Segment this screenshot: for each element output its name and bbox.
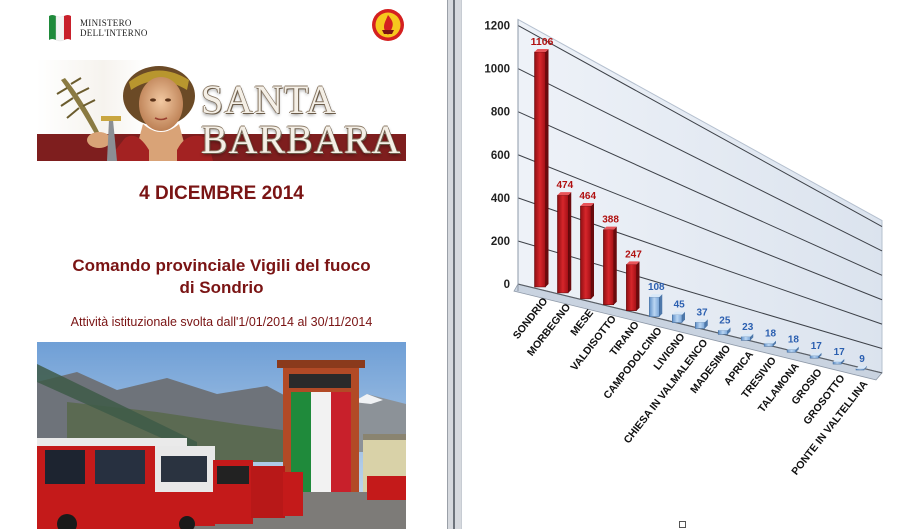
bar-top	[695, 319, 708, 323]
fire-station-photo-icon	[37, 342, 406, 529]
y-tick-label: 1000	[484, 64, 510, 76]
bar-side	[841, 358, 845, 365]
bar-side	[727, 327, 731, 335]
bar	[832, 361, 842, 365]
banner-title-santa: SANTA	[201, 77, 337, 122]
data-label: 108	[648, 282, 665, 293]
y-tick-label: 600	[491, 150, 510, 162]
bar-top	[856, 365, 867, 369]
data-label: 23	[742, 322, 754, 333]
comando-title: Comando provinciale Vigili del fuoco di …	[37, 255, 406, 299]
gridline	[517, 68, 883, 252]
bar-top	[718, 327, 731, 331]
bar	[672, 314, 683, 323]
comando-line2: di Sondrio	[179, 278, 264, 297]
bar-side	[659, 294, 663, 317]
santa-barbara-banner: SANTA BARBARA	[37, 60, 406, 161]
data-label: 45	[674, 300, 686, 311]
gridline	[517, 240, 883, 349]
bar	[649, 296, 660, 317]
italian-flag-icon	[49, 15, 71, 42]
gridline	[517, 154, 883, 301]
interventions-bar-chart: 0200400600800100012001106SONDRIO474MORBE…	[484, 18, 883, 477]
vigili-del-fuoco-emblem-icon	[372, 9, 404, 41]
gridline	[517, 24, 883, 228]
bar-top	[672, 311, 685, 315]
bar-top	[764, 340, 776, 344]
y-tick-label: 800	[491, 107, 510, 119]
bar	[786, 349, 797, 353]
ministero-logo: MINISTERO DELL'INTERNO	[47, 12, 167, 44]
bar	[855, 368, 865, 371]
bar-top	[810, 352, 822, 356]
bar-side	[636, 261, 640, 311]
ministry-line1: MINISTERO	[80, 18, 132, 28]
bar-side	[773, 340, 776, 347]
document-page: MINISTERO DELL'INTERNO	[0, 0, 440, 529]
bar	[603, 229, 614, 306]
y-tick-label: 0	[504, 279, 510, 291]
bar	[534, 51, 546, 288]
bar-side	[591, 203, 594, 299]
bar-top	[603, 226, 617, 230]
bar-top	[626, 261, 640, 265]
data-label: 247	[625, 249, 642, 260]
data-label: 18	[765, 329, 777, 340]
bar-side	[750, 333, 754, 341]
y-tick-label: 1200	[484, 20, 510, 32]
data-label: 37	[696, 307, 708, 318]
activity-period: Attività istituzionale svolta dall'1/01/…	[70, 315, 373, 329]
ministry-line2: DELL'INTERNO	[80, 28, 148, 38]
y-tick-label: 400	[491, 193, 510, 205]
bar-side	[568, 192, 572, 293]
bar-top	[580, 203, 594, 207]
data-label: 25	[719, 315, 731, 326]
bar-top	[741, 333, 754, 337]
data-label: 18	[788, 335, 800, 346]
bar	[740, 336, 751, 341]
resize-handle[interactable]	[679, 521, 686, 528]
gridline	[517, 197, 883, 325]
data-label: 17	[834, 347, 846, 358]
data-label: 1106	[531, 36, 554, 48]
bar-top	[534, 48, 549, 52]
bar-side	[545, 48, 549, 287]
bar	[717, 330, 728, 335]
bar-side	[795, 346, 799, 353]
gridline	[517, 111, 883, 276]
data-label: 17	[811, 341, 823, 352]
panel-divider[interactable]	[447, 0, 462, 529]
data-label: 464	[579, 191, 596, 202]
comando-line1: Comando provinciale Vigili del fuoco	[72, 256, 371, 275]
data-label: 388	[602, 215, 619, 226]
bar-top	[833, 358, 845, 362]
bar	[809, 355, 819, 359]
data-label: 474	[557, 180, 574, 191]
bar-side	[818, 352, 822, 359]
bar	[695, 322, 705, 329]
bar-side	[864, 365, 867, 370]
bar-side	[704, 319, 708, 329]
event-date: 4 DICEMBRE 2014	[139, 183, 304, 204]
santa-barbara-painting-icon	[37, 60, 406, 161]
y-tick-label: 200	[491, 236, 510, 248]
bar-top	[649, 294, 663, 298]
bar-top	[787, 346, 799, 350]
chart-panel: 0 200 400 600 800 1000 1200 1106 SONDRIO 474 MORBE…	[461, 0, 900, 529]
bar	[557, 194, 569, 294]
x-tick-label: MESE	[568, 307, 596, 338]
bar-side	[682, 311, 685, 323]
bar	[580, 205, 592, 300]
banner-title-barbara: BARBARA	[201, 117, 402, 161]
bar	[626, 264, 637, 311]
bar-side	[613, 226, 617, 305]
bar-top	[557, 192, 572, 196]
data-label: 9	[859, 354, 865, 365]
bar	[763, 343, 774, 347]
